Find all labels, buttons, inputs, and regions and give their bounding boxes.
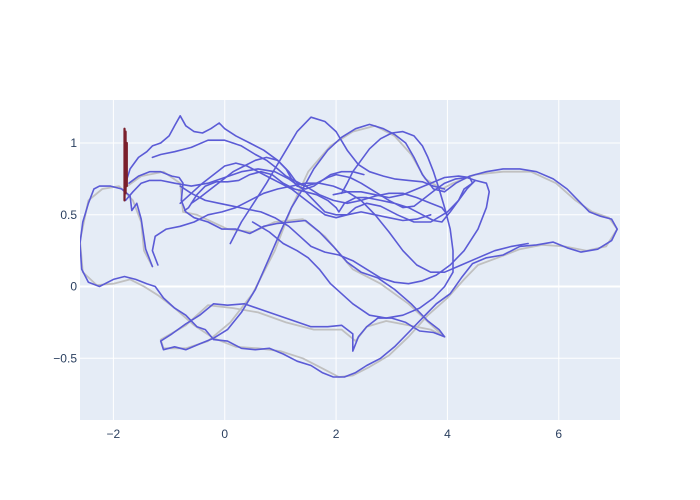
y-tick-label: 1 [70,136,77,150]
trajectory-line [124,115,477,223]
x-tick-label: 4 [444,427,451,441]
plot-area [80,115,619,378]
trajectory-line [124,168,474,223]
x-tick-label: 6 [555,427,562,441]
y-tick-label: 0.5 [60,208,77,222]
trajectory-line [179,162,432,222]
x-tick-label: 2 [333,427,340,441]
trajectory-line [151,139,449,216]
x-tick-label: −2 [107,427,121,441]
start-marker-line [123,127,128,202]
y-tick-label: −0.5 [53,351,77,365]
y-tick-label: 0 [70,280,77,294]
grid [80,100,620,420]
x-tick-label: 0 [221,427,228,441]
axes: −2 0 2 4 6 −0.5 0 0.5 1 [53,136,562,441]
trajectory-line [80,123,618,378]
trajectory-line [190,156,365,205]
trajectory-line [229,116,446,245]
trajectory-line [179,179,490,285]
